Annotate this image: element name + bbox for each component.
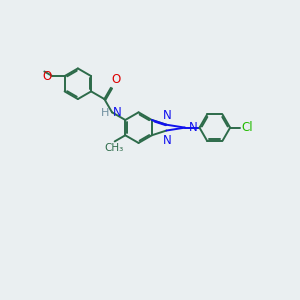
- Text: N: N: [112, 106, 122, 119]
- Text: H: H: [101, 108, 110, 118]
- Text: O: O: [112, 73, 121, 86]
- Text: N: N: [163, 109, 171, 122]
- Text: Cl: Cl: [241, 121, 253, 134]
- Text: N: N: [189, 121, 198, 134]
- Text: O: O: [42, 70, 51, 83]
- Text: CH₃: CH₃: [104, 143, 123, 154]
- Text: N: N: [163, 134, 171, 146]
